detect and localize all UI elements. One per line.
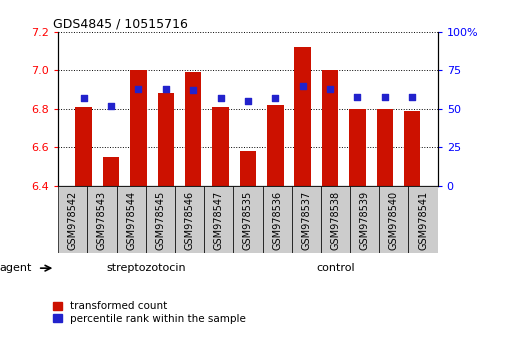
Point (325, 86, 333, 92)
Text: streptozotocin: streptozotocin (106, 263, 185, 273)
Text: GSM978539: GSM978539 (359, 191, 369, 250)
Bar (291, 186, 320, 253)
Bar (75, 107, 92, 186)
Point (134, 86, 142, 92)
Bar (267, 105, 283, 186)
Point (243, 98, 251, 104)
Text: GSM978546: GSM978546 (184, 191, 194, 250)
Bar (262, 186, 291, 253)
Text: GSM978541: GSM978541 (417, 191, 427, 250)
Bar (157, 93, 174, 186)
Bar (145, 186, 175, 253)
Text: GSM978538: GSM978538 (330, 191, 340, 250)
Text: GSM978545: GSM978545 (155, 191, 165, 251)
Bar (408, 186, 437, 253)
Text: GSM978537: GSM978537 (301, 191, 311, 251)
Bar (233, 186, 262, 253)
Bar (321, 70, 338, 186)
Point (216, 95, 224, 101)
Bar (320, 186, 349, 253)
Bar (212, 107, 228, 186)
Bar (130, 70, 146, 186)
Text: GSM978544: GSM978544 (126, 191, 136, 250)
Point (298, 83, 306, 88)
Text: GSM978542: GSM978542 (68, 191, 78, 251)
Bar (58, 186, 87, 253)
Bar (239, 151, 256, 186)
Bar (349, 186, 379, 253)
Point (79, 95, 87, 101)
Text: agent: agent (0, 263, 32, 273)
Bar (204, 186, 233, 253)
Bar (185, 72, 201, 186)
Point (352, 94, 361, 99)
Text: GSM978543: GSM978543 (97, 191, 107, 250)
Point (380, 94, 388, 99)
Bar (87, 186, 116, 253)
Bar (294, 47, 310, 186)
Point (107, 103, 115, 109)
Text: GSM978540: GSM978540 (388, 191, 398, 250)
Point (408, 94, 416, 99)
Bar (348, 109, 365, 186)
Text: GSM978547: GSM978547 (213, 191, 223, 251)
Text: control: control (316, 263, 354, 273)
Bar (116, 186, 145, 253)
Text: GSM978536: GSM978536 (272, 191, 282, 250)
Point (189, 87, 197, 93)
Point (271, 95, 279, 101)
Legend: transformed count, percentile rank within the sample: transformed count, percentile rank withi… (53, 301, 245, 324)
Text: GSM978535: GSM978535 (242, 191, 252, 251)
Bar (379, 186, 408, 253)
Bar (175, 186, 204, 253)
Bar (403, 111, 420, 186)
Text: GDS4845 / 10515716: GDS4845 / 10515716 (53, 18, 188, 31)
Point (162, 86, 170, 92)
Bar (103, 157, 119, 186)
Bar (376, 109, 392, 186)
